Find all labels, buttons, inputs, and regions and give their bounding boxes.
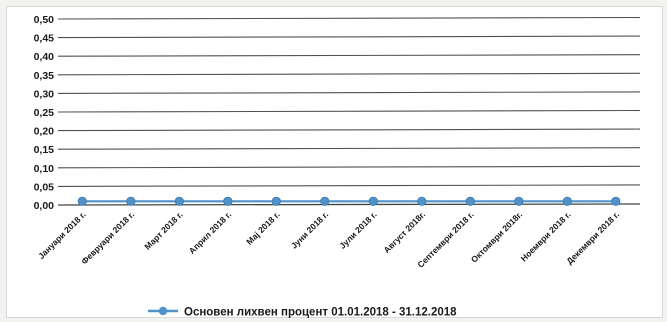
data-point (417, 196, 427, 206)
gridline (57, 109, 641, 113)
x-tick-label: Октомври 2018г. (469, 209, 524, 264)
gridline (57, 16, 641, 20)
legend-label: Основен лихвен процент 01.01.2018 - 31.1… (184, 307, 457, 319)
data-point (174, 196, 184, 206)
gridline (57, 184, 641, 187)
data-point (514, 196, 524, 206)
legend-marker-icon (158, 306, 168, 316)
x-tick-label: Јули 2018 г. (337, 209, 378, 250)
data-point (562, 196, 572, 206)
x-tick-label: Ноември 2018 г. (519, 209, 573, 263)
y-tick-label: 0,30 (34, 88, 55, 100)
y-tick-label: 0,35 (34, 70, 55, 82)
gridline (57, 72, 641, 76)
data-point (611, 196, 621, 206)
x-tick-label: Јуни 2018 г. (289, 209, 330, 250)
y-tick-label: 0,20 (34, 126, 55, 138)
data-point (126, 196, 136, 206)
x-tick-label: Април 2018 г. (187, 209, 234, 256)
y-tick-label: 0,00 (34, 200, 55, 212)
gridline (57, 128, 641, 132)
data-point (320, 196, 330, 206)
x-axis-line (57, 203, 641, 206)
data-point (368, 196, 378, 206)
y-tick-label: 0,25 (34, 107, 55, 119)
y-tick-label: 0,45 (34, 33, 55, 45)
y-tick-label: 0,40 (34, 51, 55, 63)
y-tick-label: 0,15 (34, 144, 55, 156)
x-tick-label: Март 2018 г. (142, 209, 184, 251)
data-point (77, 196, 87, 206)
gridline (57, 54, 641, 57)
data-point (271, 196, 281, 206)
x-tick-label: Декември 2018 г. (564, 209, 621, 266)
data-point (465, 196, 475, 206)
y-tick-label: 0,05 (34, 181, 55, 193)
gridline (57, 147, 641, 150)
gridline (57, 91, 641, 94)
gridline (57, 35, 641, 39)
chart-frame (6, 6, 663, 318)
x-tick-label: Август 2018г. (382, 209, 428, 255)
gridline (57, 165, 641, 169)
x-tick-label: Мај 2018 г. (244, 209, 281, 246)
x-tick-label: Јануари 2018 г. (36, 209, 88, 261)
y-tick-label: 0,10 (34, 163, 55, 175)
y-tick-label: 0,50 (34, 14, 55, 26)
data-point (223, 196, 233, 206)
x-tick-label: Февруари 2018 г. (79, 209, 136, 266)
